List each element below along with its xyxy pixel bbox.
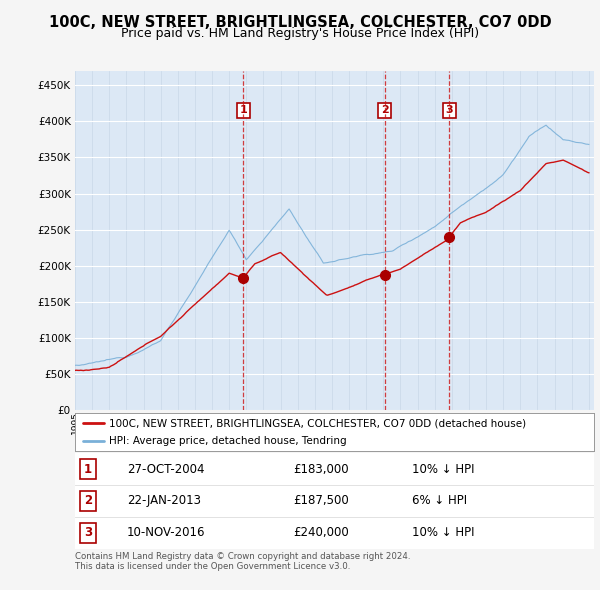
Text: 22-JAN-2013: 22-JAN-2013 [127, 494, 201, 507]
Text: 3: 3 [84, 526, 92, 539]
Text: £183,000: £183,000 [293, 463, 349, 476]
Text: 2: 2 [380, 106, 388, 116]
Text: £240,000: £240,000 [293, 526, 349, 539]
Text: Contains HM Land Registry data © Crown copyright and database right 2024.
This d: Contains HM Land Registry data © Crown c… [75, 552, 410, 571]
Text: 1: 1 [239, 106, 247, 116]
Text: 27-OCT-2004: 27-OCT-2004 [127, 463, 205, 476]
Text: 6% ↓ HPI: 6% ↓ HPI [412, 494, 467, 507]
Text: 10-NOV-2016: 10-NOV-2016 [127, 526, 205, 539]
Text: 2: 2 [84, 494, 92, 507]
Text: 10% ↓ HPI: 10% ↓ HPI [412, 526, 475, 539]
Text: 3: 3 [446, 106, 453, 116]
Text: 1: 1 [84, 463, 92, 476]
Text: 100C, NEW STREET, BRIGHTLINGSEA, COLCHESTER, CO7 0DD: 100C, NEW STREET, BRIGHTLINGSEA, COLCHES… [49, 15, 551, 30]
Text: Price paid vs. HM Land Registry's House Price Index (HPI): Price paid vs. HM Land Registry's House … [121, 27, 479, 40]
Text: 100C, NEW STREET, BRIGHTLINGSEA, COLCHESTER, CO7 0DD (detached house): 100C, NEW STREET, BRIGHTLINGSEA, COLCHES… [109, 418, 526, 428]
Text: HPI: Average price, detached house, Tendring: HPI: Average price, detached house, Tend… [109, 436, 346, 446]
Text: £187,500: £187,500 [293, 494, 349, 507]
Text: 10% ↓ HPI: 10% ↓ HPI [412, 463, 475, 476]
